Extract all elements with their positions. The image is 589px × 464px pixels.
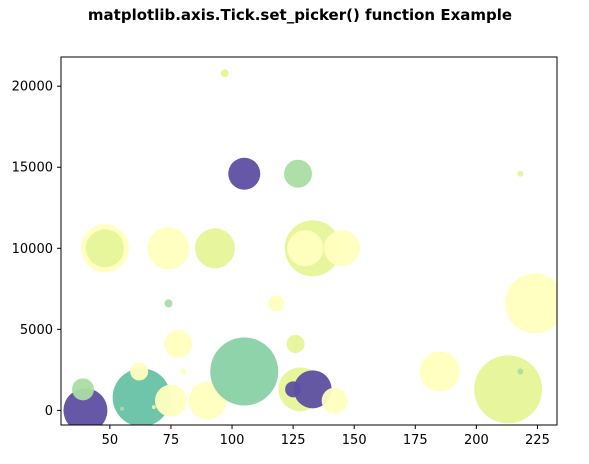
scatter-point-18 bbox=[268, 295, 285, 312]
scatter-point-19 bbox=[284, 159, 313, 188]
y-tick-label: 0 bbox=[45, 404, 53, 419]
x-tick-label: 225 bbox=[525, 433, 550, 448]
x-tick-label: 175 bbox=[403, 433, 428, 448]
scatter-point-3 bbox=[130, 362, 149, 381]
scatter-point-9 bbox=[164, 299, 173, 308]
scatter-point-0 bbox=[63, 388, 108, 425]
scatter-point-27 bbox=[321, 387, 348, 414]
scatter-point-32 bbox=[505, 273, 557, 334]
scatter-point-1 bbox=[71, 378, 94, 401]
x-tick-label: 125 bbox=[281, 433, 306, 448]
scatter-point-20 bbox=[286, 334, 305, 353]
scatter-point-16 bbox=[228, 157, 261, 190]
x-tick-label: 200 bbox=[464, 433, 489, 448]
scatter-point-4 bbox=[120, 406, 125, 411]
y-tick-label: 5000 bbox=[20, 323, 53, 338]
scatter-point-14 bbox=[194, 228, 235, 269]
scatter-point-8 bbox=[147, 227, 190, 270]
scatter-point-30 bbox=[517, 368, 524, 375]
scatter-point-22 bbox=[287, 230, 324, 267]
scatter-point-11 bbox=[180, 368, 187, 375]
scatter-point-12 bbox=[154, 384, 187, 417]
scatter-point-5 bbox=[151, 405, 156, 410]
scatter-point-2 bbox=[112, 368, 171, 425]
scatter-point-29 bbox=[474, 355, 543, 424]
y-tick-label: 15000 bbox=[12, 161, 53, 176]
chart-title: matplotlib.axis.Tick.set_picker() functi… bbox=[88, 6, 512, 24]
y-tick-label: 10000 bbox=[12, 242, 53, 257]
plot-frame bbox=[60, 56, 558, 426]
scatter-point-23 bbox=[323, 230, 360, 267]
x-tick-label: 100 bbox=[220, 433, 245, 448]
axes: 50 75 100 125 150 175 200 225 0 5000 10000 15000 200… bbox=[12, 56, 558, 448]
scatter-point-7 bbox=[85, 229, 124, 268]
x-tick-label: 150 bbox=[342, 433, 367, 448]
x-tick-label: 75 bbox=[163, 433, 180, 448]
data-points bbox=[63, 69, 557, 425]
y-tick-label: 20000 bbox=[12, 80, 53, 95]
scatter-point-31 bbox=[517, 170, 524, 177]
scatter-point-28 bbox=[419, 351, 460, 392]
scatter-point-17 bbox=[210, 337, 279, 406]
scatter-point-10 bbox=[164, 329, 193, 358]
x-tick-label: 50 bbox=[102, 433, 119, 448]
scatter-point-15 bbox=[220, 69, 229, 78]
